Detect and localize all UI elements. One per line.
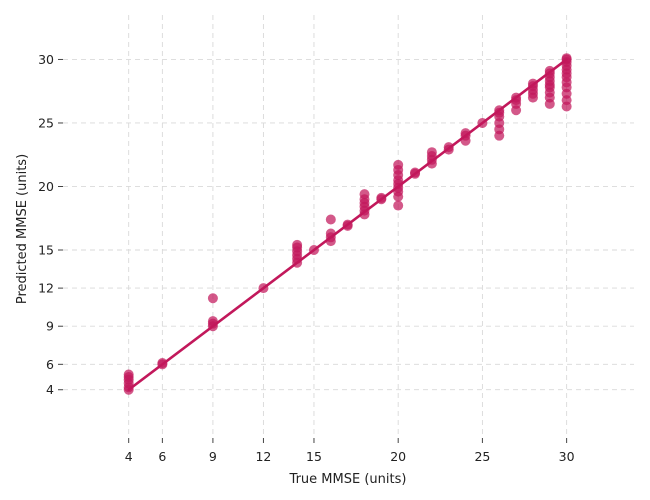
- data-point-11: [207, 293, 218, 304]
- data-point-19: [308, 245, 319, 255]
- data-points: [123, 53, 572, 395]
- data-point-7: [157, 358, 168, 369]
- data-point-48: [426, 147, 437, 158]
- x-tick-label-25: 25: [474, 449, 490, 464]
- data-point-60: [494, 105, 505, 116]
- y-tick-label-4: 4: [46, 382, 54, 397]
- data-point-54: [477, 117, 488, 128]
- y-tick-label-20: 20: [38, 179, 54, 194]
- data-point-18: [292, 239, 303, 250]
- x-tick-label-15: 15: [306, 449, 322, 464]
- data-point-10: [207, 316, 218, 327]
- data-point-69: [527, 78, 538, 89]
- x-tick-label-9: 9: [209, 449, 217, 464]
- y-axis-title: Predicted MMSE (units): [15, 154, 30, 304]
- y-tick-label-6: 6: [46, 357, 54, 372]
- data-point-33: [376, 192, 387, 203]
- data-point-78: [544, 65, 555, 76]
- axis-ticks: 4 6 9 12 15 20 25 30 4 6 9 12 15 20 25 30: [38, 52, 575, 464]
- data-point-44: [410, 167, 421, 178]
- data-point-90: [561, 53, 572, 64]
- y-tick-label-12: 12: [38, 281, 54, 296]
- data-point-50: [443, 142, 454, 153]
- data-point-42: [393, 159, 404, 170]
- data-point-64: [511, 92, 522, 103]
- x-tick-label-20: 20: [390, 449, 406, 464]
- x-tick-label-4: 4: [125, 449, 133, 464]
- x-tick-label-30: 30: [559, 449, 575, 464]
- y-tick-label-15: 15: [38, 243, 54, 258]
- x-tick-label-12: 12: [255, 449, 271, 464]
- y-tick-label-9: 9: [46, 319, 54, 334]
- data-point-25: [342, 219, 353, 230]
- data-point-22: [325, 228, 336, 239]
- x-tick-label-6: 6: [158, 449, 166, 464]
- data-point-5: [123, 369, 134, 380]
- y-tick-label-25: 25: [38, 115, 54, 130]
- y-tick-label-30: 30: [38, 52, 54, 67]
- data-point-31: [359, 189, 370, 200]
- data-point-34: [393, 200, 404, 211]
- x-axis-title: True MMSE (units): [289, 472, 407, 487]
- data-point-53: [460, 128, 471, 139]
- data-point-23: [325, 214, 336, 225]
- data-point-12: [258, 283, 269, 294]
